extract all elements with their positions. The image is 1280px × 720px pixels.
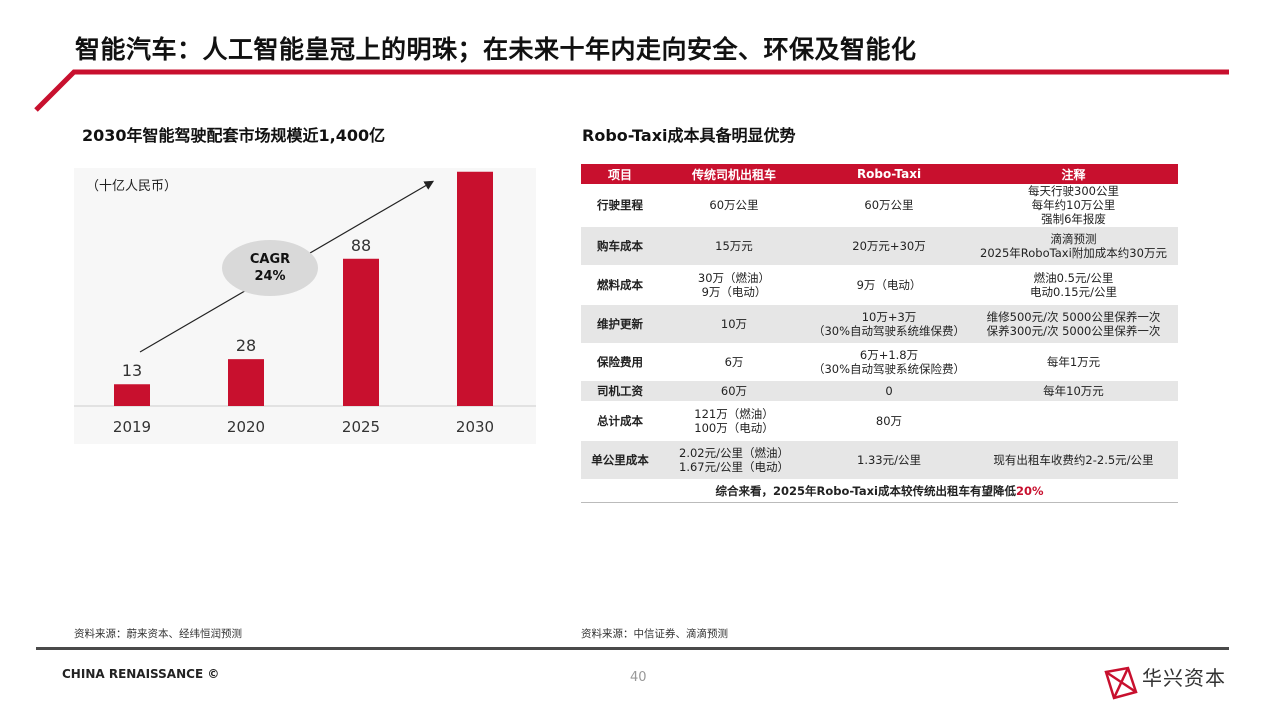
row-robotaxi-value: 10万+3万 （30%自动驾驶系统维保费） xyxy=(809,304,969,344)
row-note xyxy=(969,401,1178,441)
cagr-value: 24% xyxy=(254,269,286,284)
summary-highlight: 20% xyxy=(1015,484,1044,498)
x-tick-label: 2025 xyxy=(342,418,380,436)
cost-comparison-table: 项目 传统司机出租车 Robo-Taxi 注释 行驶里程 60万公里 60万公里 每天… xyxy=(581,164,1178,503)
header-traditional-taxi: 传统司机出租车 xyxy=(659,164,809,184)
table-header-row: 项目 传统司机出租车 Robo-Taxi 注释 xyxy=(581,164,1178,184)
table-title: Robo-Taxi成本具备明显优势 xyxy=(582,126,796,145)
row-item: 行驶里程 xyxy=(581,184,659,227)
row-traditional-value: 6万 xyxy=(659,343,809,381)
bar-2030 xyxy=(457,171,493,406)
bar-2025 xyxy=(343,258,379,406)
row-robotaxi-value: 1.33元/公里 xyxy=(809,440,969,480)
brand-name: 华兴资本 xyxy=(1142,666,1226,690)
row-note: 维修500元/次 5000公里保养一次 保养300元/次 5000公里保养一次 xyxy=(969,304,1178,344)
data-label: 88 xyxy=(351,236,371,255)
chart-title: 2030年智能驾驶配套市场规模近1,400亿 xyxy=(82,126,386,145)
row-item: 燃料成本 xyxy=(581,265,659,305)
data-label: 13 xyxy=(122,361,142,380)
header-rule xyxy=(34,69,1229,112)
cagr-bubble: CAGR 24% xyxy=(222,240,318,296)
summary-cell: 综合来看，2025年Robo-Taxi成本较传统出租车有望降低20% xyxy=(581,479,1178,503)
row-traditional-value: 10万 xyxy=(659,304,809,344)
table-row: 燃料成本 30万（燃油） 9万（电动） 9万（电动） 燃油0.5元/公里 电动0.15元/… xyxy=(581,265,1178,305)
x-tick-label: 2020 xyxy=(227,418,265,436)
row-robotaxi-value: 60万公里 xyxy=(809,184,969,227)
header-item: 项目 xyxy=(581,164,659,184)
row-item: 单公里成本 xyxy=(581,440,659,480)
header-notes: 注释 xyxy=(969,164,1178,184)
table-row: 行驶里程 60万公里 60万公里 每天行驶300公里 每年约10万公里 强制6年报废 xyxy=(581,184,1178,227)
row-note: 每年10万元 xyxy=(969,380,1178,402)
row-robotaxi-value: 20万元+30万 xyxy=(809,226,969,266)
footer-copyright: CHINA RENAISSANCE © xyxy=(62,667,220,681)
row-robotaxi-value: 9万（电动） xyxy=(809,265,969,305)
row-traditional-value: 15万元 xyxy=(659,226,809,266)
table-row: 司机工资 60万 0 每年10万元 xyxy=(581,380,1178,402)
row-note: 滴滴预测 2025年RoboTaxi附加成本约30万元 xyxy=(969,226,1178,266)
row-traditional-value: 2.02元/公里（燃油） 1.67元/公里（电动） xyxy=(659,440,809,480)
chart-source: 资料来源：蔚来资本、经纬恒润预测 xyxy=(74,628,242,640)
data-label: 28 xyxy=(236,336,256,355)
row-note: 每年1万元 xyxy=(969,343,1178,381)
row-traditional-value: 60万 xyxy=(659,380,809,402)
table-source: 资料来源：中信证券、滴滴预测 xyxy=(581,628,728,640)
x-tick-label: 2019 xyxy=(113,418,151,436)
row-note: 燃油0.5元/公里 电动0.15元/公里 xyxy=(969,265,1178,305)
row-item: 司机工资 xyxy=(581,380,659,402)
summary-row: 综合来看，2025年Robo-Taxi成本较传统出租车有望降低20% xyxy=(581,479,1178,503)
table-row: 购车成本 15万元 20万元+30万 滴滴预测 2025年RoboTaxi附加成本约30… xyxy=(581,226,1178,266)
row-item: 购车成本 xyxy=(581,226,659,266)
row-traditional-value: 60万公里 xyxy=(659,184,809,227)
row-robotaxi-value: 80万 xyxy=(809,401,969,441)
page-number: 40 xyxy=(630,670,647,685)
row-traditional-value: 30万（燃油） 9万（电动） xyxy=(659,265,809,305)
row-traditional-value: 121万（燃油） 100万（电动） xyxy=(659,401,809,441)
summary-text: 综合来看，2025年Robo-Taxi成本较传统出租车有望降低 xyxy=(715,484,1016,498)
row-note: 现有出租车收费约2-2.5元/公里 xyxy=(969,440,1178,480)
x-tick-label: 2030 xyxy=(456,418,494,436)
bar-2020 xyxy=(228,359,264,406)
row-item: 维护更新 xyxy=(581,304,659,344)
header-robotaxi: Robo-Taxi xyxy=(809,164,969,184)
row-item: 总计成本 xyxy=(581,401,659,441)
table-row: 单公里成本 2.02元/公里（燃油） 1.67元/公里（电动） 1.33元/公里 现有出… xyxy=(581,440,1178,480)
footer-divider xyxy=(36,647,1229,650)
table-row: 总计成本 121万（燃油） 100万（电动） 80万 xyxy=(581,401,1178,441)
chart-unit-label: （十亿人民币） xyxy=(86,179,178,194)
row-note: 每天行驶300公里 每年约10万公里 强制6年报废 xyxy=(969,184,1178,227)
brand-logo-icon xyxy=(1104,666,1138,700)
page-title: 智能汽车：人工智能皇冠上的明珠；在未来十年内走向安全、环保及智能化 xyxy=(75,35,917,64)
row-robotaxi-value: 6万+1.8万 （30%自动驾驶系统保险费） xyxy=(809,343,969,381)
bar-2019 xyxy=(114,384,150,406)
bar-chart: 1320192820208820251402030 xyxy=(74,171,536,436)
table-row: 维护更新 10万 10万+3万 （30%自动驾驶系统维保费） 维修500元/次 5000… xyxy=(581,304,1178,344)
table-row: 保险费用 6万 6万+1.8万 （30%自动驾驶系统保险费） 每年1万元 xyxy=(581,343,1178,381)
cagr-label: CAGR xyxy=(249,252,291,267)
row-item: 保险费用 xyxy=(581,343,659,381)
row-robotaxi-value: 0 xyxy=(809,380,969,402)
